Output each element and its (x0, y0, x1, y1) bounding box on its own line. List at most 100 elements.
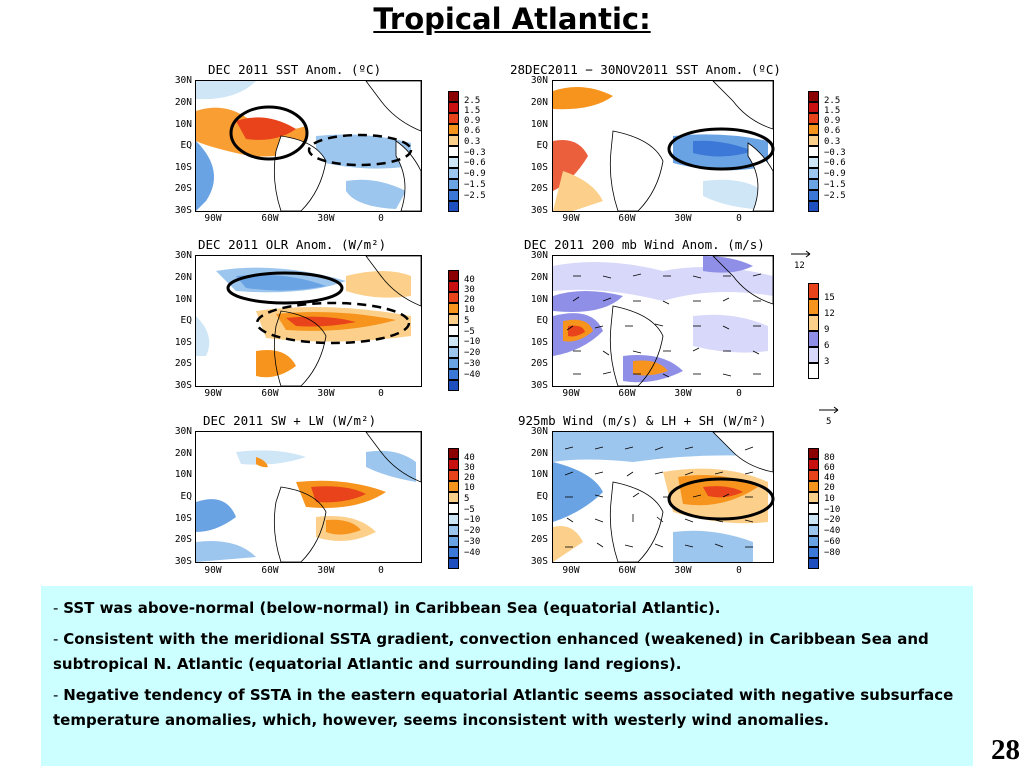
colorbar-label: 12 (824, 309, 835, 319)
colorbar-label: 1.5 (824, 106, 841, 116)
colorbar-label: −40 (824, 526, 841, 536)
colorbar-label: 10 (824, 494, 835, 504)
axis-tick-label: 20S (530, 183, 548, 194)
axis-tick-label: 10S (530, 162, 548, 173)
colorbar-label: 10 (464, 483, 475, 493)
map-olr-anomaly (195, 255, 422, 387)
colorbar-label: 20 (824, 483, 835, 493)
colorbar-swatch (808, 514, 819, 525)
axis-tick-label: EQ (536, 491, 548, 502)
colorbar-label: −10 (464, 337, 481, 347)
colorbar-swatch (448, 102, 459, 113)
axis-tick-label: EQ (180, 491, 192, 502)
colorbar-label: 2.5 (824, 96, 841, 106)
axis-tick-label: EQ (180, 140, 192, 151)
colorbar-label: −20 (824, 515, 841, 525)
colorbar-label: 30 (464, 285, 475, 295)
colorbar-swatch (808, 503, 819, 514)
axis-tick-label: EQ (180, 315, 192, 326)
axis-tick-label: 10N (530, 294, 548, 305)
panel-title: DEC 2011 SST Anom. (ºC) (208, 62, 382, 77)
axis-tick-label: 30S (174, 556, 192, 567)
axis-tick-label: 20N (530, 448, 548, 459)
colorbar-label: −30 (464, 359, 481, 369)
colorbar-swatch (808, 179, 819, 190)
colorbar-label: −0.6 (464, 158, 486, 168)
circle-annotation (667, 477, 775, 521)
axis-tick-label: 30S (174, 205, 192, 216)
colorbar-label: 0.3 (824, 137, 841, 147)
panel-title: DEC 2011 200 mb Wind Anom. (m/s) (524, 237, 765, 252)
colorbar-label: −30 (464, 537, 481, 547)
axis-tick-label: 60W (261, 565, 279, 576)
colorbar-label: −10 (824, 505, 841, 515)
reference-vector: 5 (818, 406, 842, 427)
colorbar-label: 40 (824, 473, 835, 483)
colorbar-swatch (448, 536, 459, 547)
axis-tick-label: 60W (618, 388, 636, 399)
colorbar-swatch (448, 201, 459, 212)
colorbar-label: 9 (824, 325, 830, 335)
page-number: 28 (991, 734, 1020, 766)
colorbar-swatch (448, 503, 459, 514)
axis-tick-label: 30W (317, 213, 335, 224)
colorbar-swatch (448, 336, 459, 347)
colorbar-swatch (448, 325, 459, 336)
axis-tick-label: 10N (174, 294, 192, 305)
axis-tick-label: 90W (204, 388, 222, 399)
arrow-icon (791, 250, 811, 258)
circle-annotation (667, 127, 775, 171)
colorbar-swatch (448, 303, 459, 314)
reference-vector: 12 (790, 250, 814, 271)
colorbar-label: −10 (464, 515, 481, 525)
axis-tick-label: 10N (174, 119, 192, 130)
colorbar-swatch (808, 190, 819, 201)
colorbar-label: 6 (824, 341, 830, 351)
colorbar-label: 80 (824, 453, 835, 463)
axis-tick-label: 0 (736, 388, 742, 399)
axis-tick-label: 30S (530, 205, 548, 216)
colorbar-label: −2.5 (824, 191, 846, 201)
colorbar-label: 0.6 (824, 126, 841, 136)
colorbar-swatch (448, 135, 459, 146)
colorbar-label: 20 (464, 473, 475, 483)
map-sst-tendency (552, 80, 774, 212)
axis-tick-label: 20N (174, 272, 192, 283)
colorbar-swatch (808, 558, 819, 569)
colorbar-label: −0.3 (464, 148, 486, 158)
axis-tick-label: 10S (174, 162, 192, 173)
axis-tick-label: 30W (674, 213, 692, 224)
colorbar-swatch (448, 369, 459, 380)
colorbar-swatch (448, 91, 459, 102)
colorbar-swatch (448, 558, 459, 569)
axis-tick-label: 0 (378, 565, 384, 576)
colorbar-swatch (808, 102, 819, 113)
axis-tick-label: 30N (174, 250, 192, 261)
colorbar-swatch (808, 459, 819, 470)
axis-tick-label: 0 (378, 213, 384, 224)
axis-tick-label: 30W (317, 565, 335, 576)
colorbar-label: 0.6 (464, 126, 481, 136)
colorbar-swatch (808, 135, 819, 146)
colorbar-swatch (808, 283, 819, 299)
circle-annotation (226, 271, 411, 345)
colorbar-swatch (448, 124, 459, 135)
colorbar-label: −0.9 (824, 169, 846, 179)
colorbar-label: −20 (464, 526, 481, 536)
colorbar-swatch (448, 547, 459, 558)
note-item: - SST was above-normal (below-normal) in… (53, 599, 721, 617)
axis-tick-label: 0 (736, 565, 742, 576)
axis-tick-label: 60W (261, 388, 279, 399)
map-sw-lw (195, 431, 422, 563)
note-item: - Consistent with the meridional SSTA gr… (53, 630, 929, 673)
axis-tick-label: 10S (174, 513, 192, 524)
colorbar-swatch (448, 492, 459, 503)
colorbar-swatch (808, 315, 819, 331)
axis-tick-label: 20S (530, 358, 548, 369)
colorbar-label: 15 (824, 293, 835, 303)
axis-tick-label: 20S (530, 534, 548, 545)
colorbar-swatch (448, 157, 459, 168)
colorbar-swatch (808, 470, 819, 481)
axis-tick-label: 30N (530, 250, 548, 261)
axis-tick-label: 60W (261, 213, 279, 224)
